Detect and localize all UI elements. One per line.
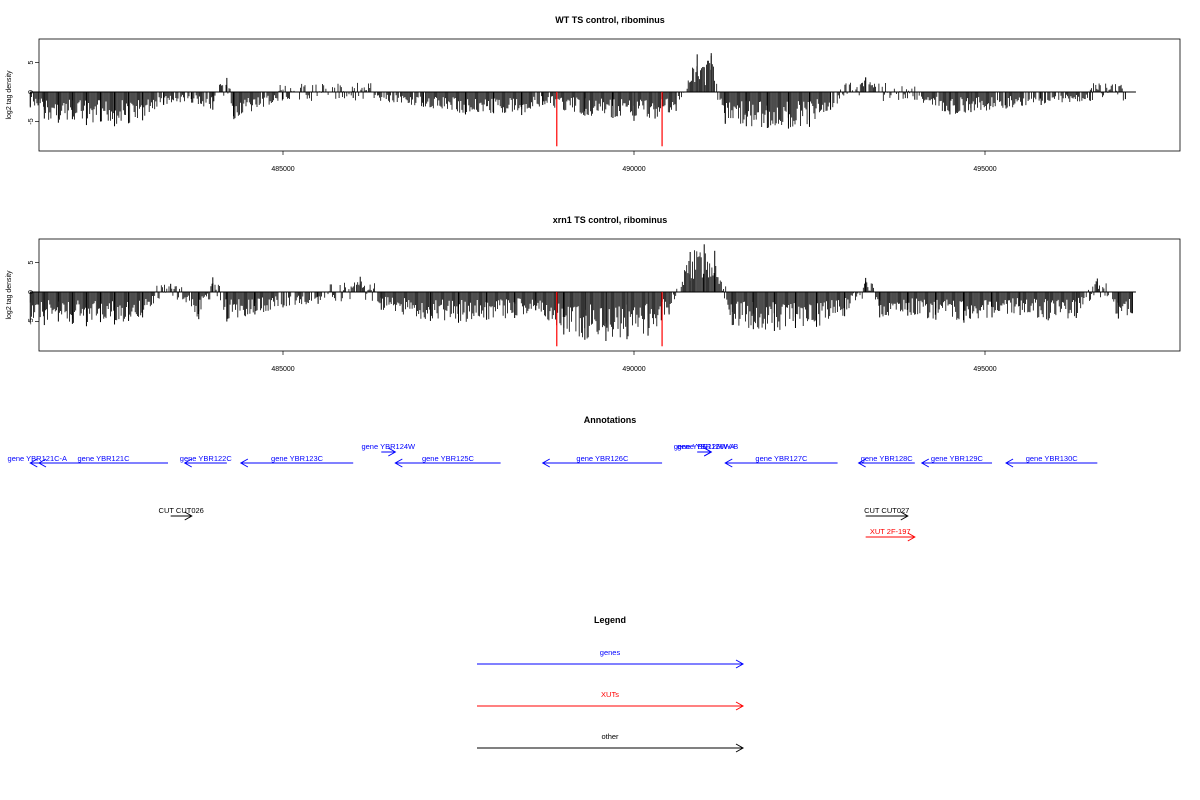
x-tick-label: 485000 [271, 366, 294, 373]
x-tick-label: 495000 [973, 166, 996, 173]
feature-arrow-head [239, 458, 249, 468]
feature-gene-ybr121c-a: gene YBR121C-A [8, 454, 67, 468]
feature-label: gene YBR125C [422, 454, 475, 463]
feature-cut-cut026: CUT CUT026 [159, 506, 204, 521]
feature-arrow-head [1005, 458, 1014, 468]
y-tick-label: 5 [28, 61, 35, 65]
feature-arrow-head [907, 532, 916, 542]
feature-label: gene YBR123C [271, 454, 324, 463]
y-tick-label: -5 [28, 318, 35, 324]
feature-arrow-head [857, 458, 866, 468]
annotation-track: Annotations gene YBR121C-A gene YBR121C ge… [8, 415, 1098, 542]
feature-arrow-head [388, 447, 397, 457]
feature-label: gene YBR130C [1026, 454, 1079, 463]
legend-label: XUTs [601, 690, 619, 699]
feature-arrow-head [541, 458, 550, 468]
feature-label: gene YBR126W-A [674, 442, 735, 451]
feature-xut-2f-197: XUT 2F-197 [865, 527, 916, 542]
feature-label: gene YBR121C-A [8, 454, 67, 463]
feature-list: gene YBR121C-A gene YBR121C gene YBR122C ge… [8, 442, 1098, 542]
feature-gene-ybr126c: gene YBR126C [541, 454, 663, 468]
legend-item-xuts: XUTs [477, 690, 745, 711]
panel-title: WT TS control, ribominus [555, 15, 665, 25]
feature-arrow-head [184, 511, 193, 521]
feature-arrow-head [394, 458, 403, 468]
legend-arrow-head [735, 659, 745, 669]
feature-gene-ybr130c: gene YBR130C [1005, 454, 1098, 468]
feature-gene-ybr128c: gene YBR128C [857, 454, 915, 468]
y-tick-label: 5 [28, 261, 35, 265]
feature-label: gene YBR126C [576, 454, 629, 463]
legend-label: other [601, 732, 619, 741]
x-tick-label: 490000 [622, 166, 645, 173]
feature-gene-ybr127c: gene YBR127C [724, 454, 838, 468]
feature-gene-ybr124w: gene YBR124W [361, 442, 416, 457]
feature-gene-ybr122c: gene YBR122C [180, 454, 233, 468]
feature-arrow-head [900, 511, 909, 521]
legend-item-other: other [477, 732, 745, 753]
feature-gene-ybr121c: gene YBR121C [37, 454, 168, 468]
feature-label: gene YBR129C [931, 454, 984, 463]
feature-gene-ybr126w-b: gene YBR126W-B [677, 442, 738, 457]
feature-gene-ybr123c: gene YBR123C [239, 454, 354, 468]
x-tick-label: 490000 [622, 366, 645, 373]
legend-items: genes XUTs other [477, 648, 745, 753]
feature-arrow-head [920, 458, 930, 468]
feature-label: gene YBR127C [755, 454, 808, 463]
x-tick-label: 495000 [973, 366, 996, 373]
coverage-bars [29, 244, 1136, 347]
feature-gene-ybr125c: gene YBR125C [394, 454, 501, 468]
legend-arrow-head [735, 701, 745, 711]
legend-title: Legend [594, 615, 626, 625]
feature-label: XUT 2F-197 [870, 527, 911, 536]
feature-gene-ybr129c: gene YBR129C [920, 454, 993, 468]
x-tick-label: 485000 [271, 166, 294, 173]
wt-coverage-panel: WT TS control, ribominus log2 tag densit… [6, 15, 1181, 173]
feature-label: gene YBR128C [861, 454, 914, 463]
panel-title: xrn1 TS control, ribominus [553, 215, 668, 225]
feature-label: gene YBR124W [361, 442, 416, 451]
feature-arrow-head [37, 458, 47, 468]
y-tick-label: -5 [28, 118, 35, 124]
legend: Legend genes XUTs other [477, 615, 745, 753]
legend-label: genes [600, 648, 621, 657]
feature-label: gene YBR126W-B [677, 442, 738, 451]
feature-arrow-head [703, 447, 713, 457]
feature-cut-cut027: CUT CUT027 [864, 506, 909, 521]
annotations-title: Annotations [584, 415, 637, 425]
legend-item-genes: genes [477, 648, 745, 669]
feature-label: gene YBR121C [78, 454, 131, 463]
xrn1-coverage-panel: xrn1 TS control, ribominus log2 tag dens… [6, 215, 1181, 373]
y-axis-label: log2 tag density [6, 70, 13, 120]
feature-label: CUT CUT027 [864, 506, 909, 515]
feature-arrow-head [724, 458, 733, 468]
feature-label: gene YBR122C [180, 454, 233, 463]
feature-arrow-head [183, 458, 192, 468]
feature-arrow-head [29, 458, 38, 468]
legend-arrow-head [735, 743, 745, 753]
x-axis: 485000 490000 495000 [271, 151, 997, 173]
coverage-bars [29, 53, 1136, 147]
y-axis-label: log2 tag density [6, 270, 13, 320]
x-axis: 485000 490000 495000 [271, 351, 997, 373]
feature-label: CUT CUT026 [159, 506, 204, 515]
